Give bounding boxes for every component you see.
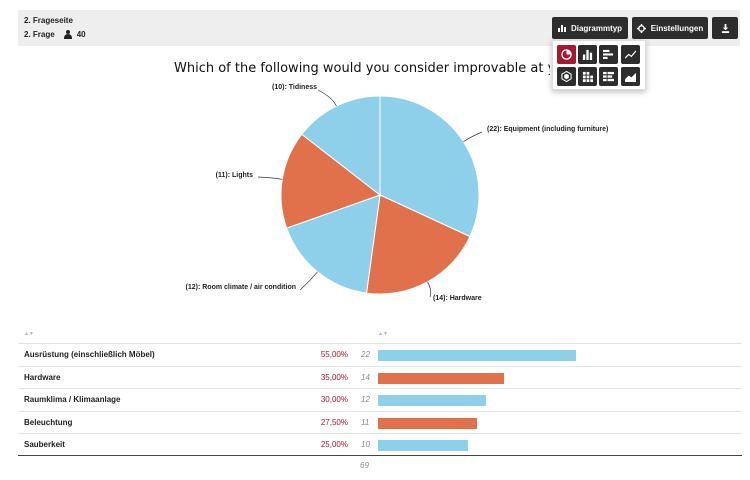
question-label: 2. Frage 40 xyxy=(24,30,86,39)
chart-type-picker xyxy=(552,40,646,90)
table-row: Raumklima / Klimaanlage 30,00% 12 xyxy=(18,388,742,411)
row-label: Sauberkeit xyxy=(24,440,65,449)
pie-leader-line xyxy=(299,271,318,291)
pie-chart-icon[interactable] xyxy=(557,45,576,64)
download-button[interactable] xyxy=(712,17,738,39)
area-chart-icon[interactable] xyxy=(621,67,640,86)
row-percent: 27,50% xyxy=(320,417,348,427)
table-row: Hardware 35,00% 14 xyxy=(18,365,742,389)
chart-title: Which of the following would you conside… xyxy=(174,61,550,76)
table-row: Ausrüstung (einschließlich Möbel) 55,00% 2… xyxy=(18,343,742,366)
row-label: Hardware xyxy=(24,372,61,382)
row-label: Raumklima / Klimaanlage xyxy=(24,395,121,404)
row-percent: 55,00% xyxy=(320,350,348,359)
row-count: 11 xyxy=(361,417,370,427)
pie-label: (22): Equipment (including furniture) xyxy=(487,126,609,133)
row-bar xyxy=(378,395,486,406)
table-row: Beleuchtung 27,50% 11 xyxy=(18,410,742,434)
pie-leader-line xyxy=(427,281,432,298)
row-bar xyxy=(378,372,504,384)
download-icon xyxy=(721,23,729,33)
chart-type-button[interactable]: Diagrammtyp xyxy=(552,17,628,39)
row-percent: 35,00% xyxy=(320,372,348,382)
question-title: 2. Frage xyxy=(24,30,55,39)
page-label: 2. Frageseite xyxy=(24,16,73,25)
pie-leader-line xyxy=(317,89,337,107)
person-icon xyxy=(63,30,73,39)
row-count: 10 xyxy=(361,440,370,449)
sort-value-icon[interactable]: ▲▼ xyxy=(378,331,388,337)
gear-icon xyxy=(636,23,646,33)
row-percent: 30,00% xyxy=(320,395,348,404)
row-bar xyxy=(378,350,576,361)
respondent-count: 40 xyxy=(76,30,86,39)
sort-name-icon[interactable]: ▲▼ xyxy=(24,331,34,337)
settings-button[interactable]: Einstellungen xyxy=(632,17,708,39)
row-count: 12 xyxy=(361,395,370,404)
row-count: 22 xyxy=(361,350,370,359)
row-label: Beleuchtung xyxy=(24,417,73,427)
pie-label: (14): Hardware xyxy=(433,295,482,302)
stacked-bar-icon[interactable] xyxy=(599,67,618,86)
bar-chart-icon xyxy=(557,25,566,32)
row-percent: 25,00% xyxy=(320,440,348,449)
row-label: Ausrüstung (einschließlich Möbel) xyxy=(24,350,155,359)
bar-chart-icon[interactable] xyxy=(578,45,597,64)
chart-type-label: Diagrammtyp xyxy=(570,23,623,33)
table-row: Sauberkeit 25,00% 10 xyxy=(18,433,742,456)
horizontal-bar-icon[interactable] xyxy=(599,45,618,64)
row-count: 14 xyxy=(361,372,370,382)
pie-leader-line xyxy=(257,176,283,180)
row-bar xyxy=(378,417,477,429)
radar-chart-icon[interactable] xyxy=(557,67,576,86)
pie-slice[interactable] xyxy=(301,95,381,197)
pie-label: (11): Lights xyxy=(215,172,253,179)
settings-label: Einstellungen xyxy=(650,23,704,33)
row-bar xyxy=(378,440,468,451)
pie-label: (12): Room climate / air condition xyxy=(185,284,296,291)
results-table: Ausrüstung (einschließlich Möbel) 55,00% 2… xyxy=(18,343,742,456)
line-chart-icon[interactable] xyxy=(621,45,640,64)
stacked-column-icon[interactable] xyxy=(578,67,597,86)
pie-leader-line xyxy=(463,131,483,142)
pie-label: (10): Tidiness xyxy=(272,84,317,91)
total-count: 69 xyxy=(360,461,369,470)
table-divider xyxy=(18,455,742,456)
